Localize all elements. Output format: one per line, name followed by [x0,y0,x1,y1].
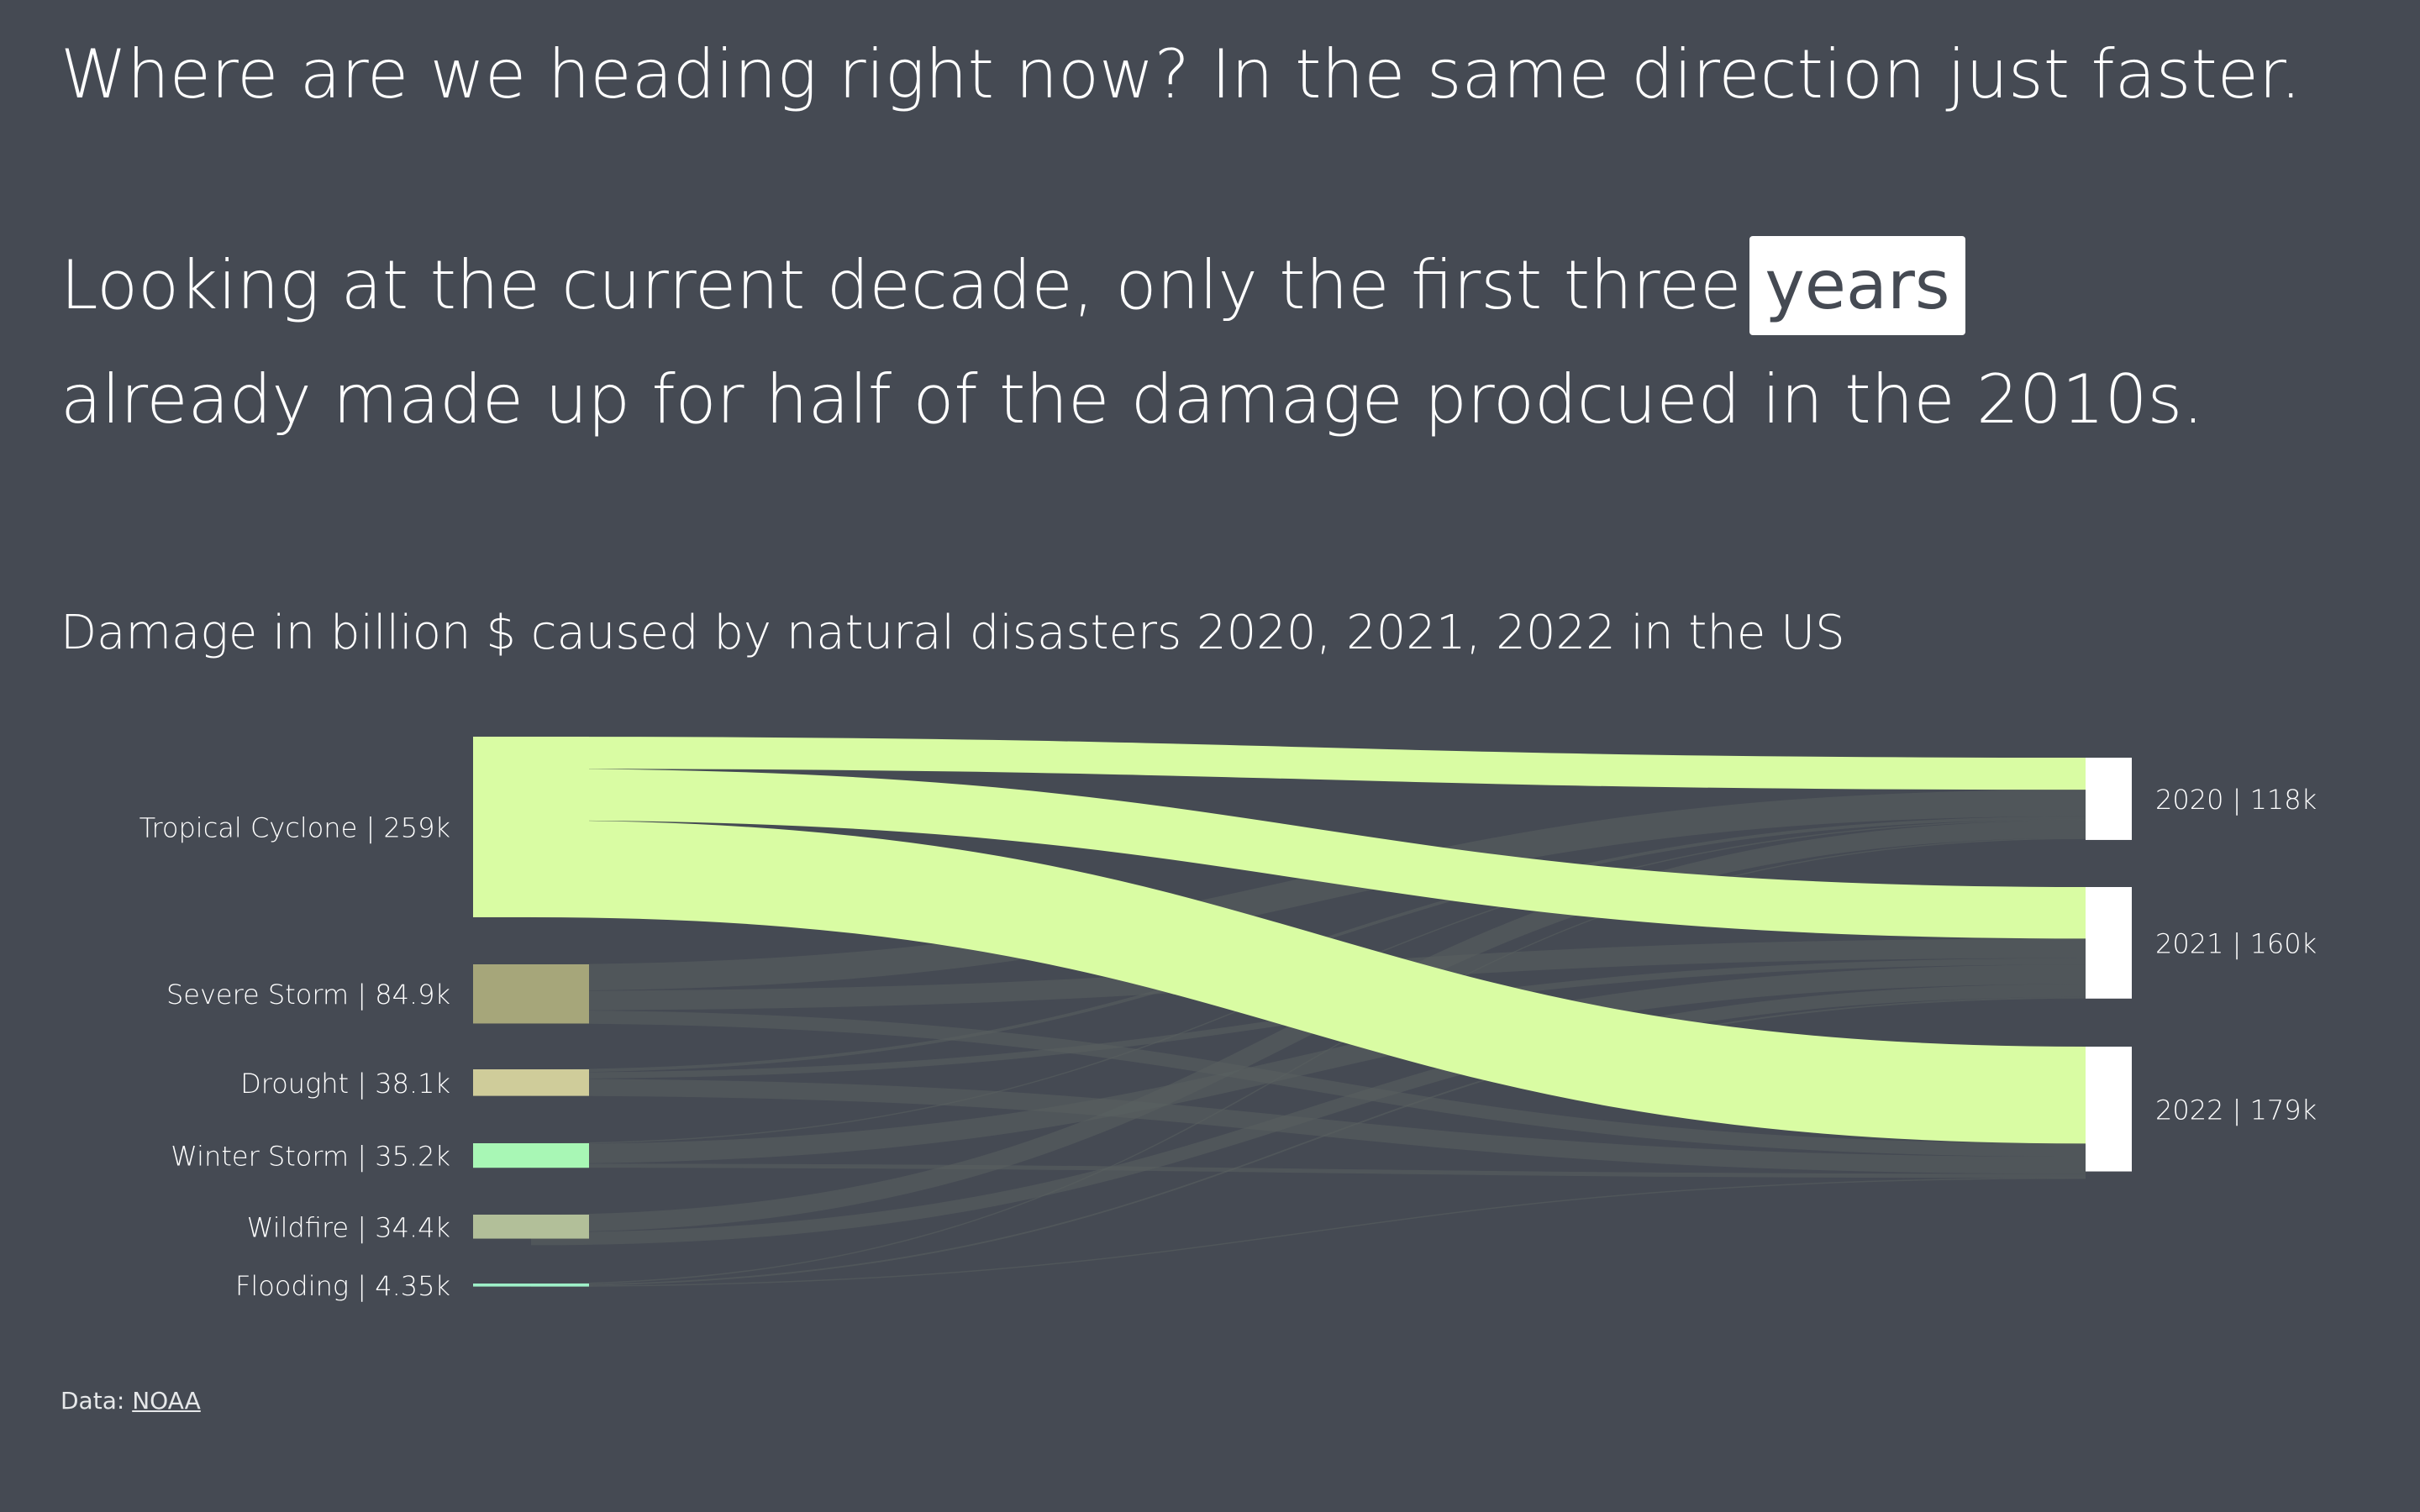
sankey-link-tropical-cyclone-2022 [530,820,2086,1144]
sankey-link-flooding-2022 [530,1177,2086,1288]
headline-line-2-end: already made up for half of the damage p… [60,360,2204,438]
source-note: Data: NOAA [60,1386,201,1416]
source-node-severe-storm [473,964,589,1024]
source-label-drought: Drought | 38.1k [240,1068,450,1100]
sankey-link-tropical-cyclone-2021 [530,769,2086,939]
headline-line-1: Where are we heading right now? In the s… [60,35,2302,113]
source-node-drought [473,1069,589,1096]
headline-highlight: years [1749,236,1965,335]
headline-line-2: Looking at the current decade, only the … [60,228,2380,457]
source-link[interactable]: NOAA [132,1387,201,1415]
source-label-severe-storm: Severe Storm | 84.9k [166,979,450,1011]
source-prefix: Data: [60,1387,125,1415]
source-label-tropical-cyclone: Tropical Cyclone | 259k [139,811,450,843]
sankey-link-winter-storm-2021 [530,964,2086,1164]
source-label-winter-storm: Winter Storm | 35.2k [171,1141,450,1173]
target-label-2022: 2022 | 179k [2155,1094,2317,1126]
sankey-link-flooding-2021 [530,996,2086,1287]
target-label-2020: 2020 | 118k [2155,784,2317,816]
target-node-2022 [2086,1047,2132,1172]
sankey-link-flooding-2020 [530,837,2086,1285]
target-node-2021 [2086,887,2132,999]
sankey-link-winter-storm-2022 [530,1163,2086,1179]
source-node-winter-storm [473,1143,589,1168]
sankey-highlight-links [530,737,2086,1144]
sankey-link-wildfire-2021 [530,984,2086,1246]
headline-line-2-start: Looking at the current decade, only the … [60,246,1742,324]
target-node-2020 [2086,758,2132,840]
source-node-flooding [473,1284,589,1287]
sankey-link-severe-storm-2022 [530,1010,2086,1158]
source-node-tropical-cyclone [473,737,589,917]
sankey-link-severe-storm-2020 [530,790,2086,991]
source-label-flooding: Flooding | 4.35k [235,1270,450,1302]
sankey-link-drought-2022 [530,1079,2086,1174]
chart-title: Damage in billion $ caused by natural di… [60,606,1845,660]
source-node-wildfire [473,1215,589,1239]
target-label-2021: 2021 | 160k [2155,927,2317,959]
sankey-link-tropical-cyclone-2020 [530,737,2086,790]
source-label-wildfire: Wildfire | 34.4k [247,1211,450,1243]
